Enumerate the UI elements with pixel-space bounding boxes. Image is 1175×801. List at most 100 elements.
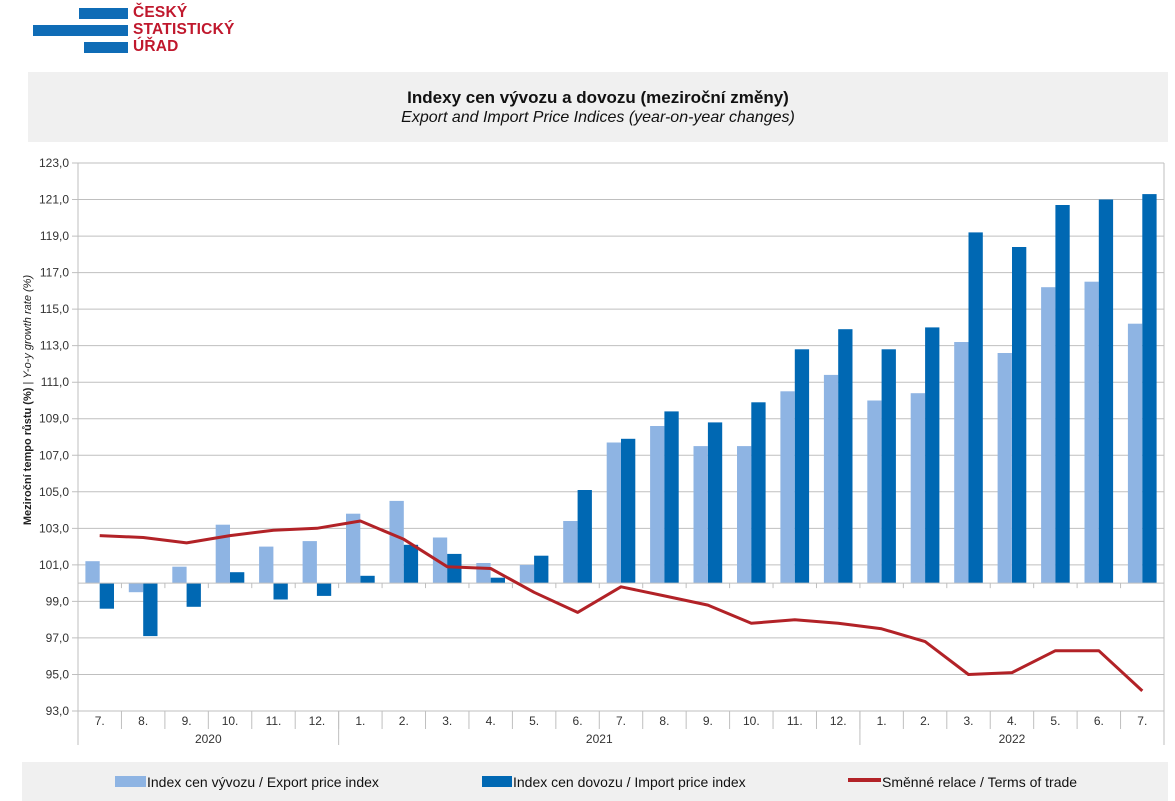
x-tick-label: 3. — [442, 714, 452, 728]
terms-of-trade-line — [99, 519, 1144, 693]
x-tick-label: 8. — [138, 714, 148, 728]
export-bar — [1084, 281, 1099, 584]
x-tick-label: 9. — [703, 714, 713, 728]
export-bar — [606, 442, 621, 584]
import-bar — [316, 583, 332, 596]
y-tick-label: 109,0 — [39, 412, 69, 426]
import-bar — [447, 553, 462, 584]
x-tick-label: 2. — [920, 714, 930, 728]
y-tick-label: 97,0 — [46, 631, 70, 645]
x-tick-label: 5. — [1050, 714, 1060, 728]
export-bar — [693, 446, 708, 584]
x-tick-label: 8. — [659, 714, 669, 728]
chart-title-en: Export and Import Price Indices (year-on… — [401, 109, 795, 126]
export-bar — [389, 500, 404, 584]
import-bar — [99, 583, 114, 609]
y-tick-label: 99,0 — [46, 594, 70, 608]
chart-title-box: Indexy cen vývozu a dovozu (meziroční zm… — [28, 72, 1168, 142]
export-bar — [823, 374, 839, 584]
y-tick-label: 121,0 — [39, 193, 69, 207]
import-bar — [707, 422, 723, 584]
import-bar — [1142, 194, 1157, 584]
legend-item-export: Index cen vývozu / Export price index — [115, 774, 379, 790]
export-bar — [650, 426, 665, 584]
import-bar — [664, 411, 679, 584]
legend-label-export: Index cen vývozu / Export price index — [147, 774, 379, 790]
legend-item-tot: Směnné relace / Terms of trade — [848, 774, 1077, 790]
x-tick-label: 11. — [266, 714, 282, 728]
x-tick-label: 1. — [877, 714, 887, 728]
axes — [77, 162, 1165, 745]
import-bar — [186, 583, 201, 607]
y-tick-label: 105,0 — [39, 485, 69, 499]
import-bar — [1055, 205, 1070, 584]
csu-logo: ČESKÝ STATISTICKÝ ÚŘAD — [0, 0, 300, 62]
legend-label-import: Index cen dovozu / Import price index — [513, 774, 746, 790]
import-bar — [403, 544, 419, 584]
logo-line-3: ÚŘAD — [133, 38, 179, 55]
legend-swatch-export — [115, 775, 146, 787]
x-tick-label: 10. — [222, 714, 239, 728]
export-bar — [85, 561, 100, 584]
export-bar — [737, 446, 752, 584]
x-tick-label: 7. — [616, 714, 626, 728]
legend-swatch-tot — [848, 778, 881, 783]
legend-label-tot: Směnné relace / Terms of trade — [882, 774, 1078, 790]
import-bar — [143, 583, 158, 637]
export-bar — [346, 513, 361, 584]
import-bar — [751, 402, 766, 584]
chart-title-cs: Indexy cen vývozu a dovozu (meziroční zm… — [407, 88, 789, 107]
import-bar — [968, 232, 983, 584]
x-tick-label: 7. — [1137, 714, 1147, 728]
export-bar — [519, 564, 535, 584]
x-tick-label: 9. — [182, 714, 192, 728]
import-bar — [360, 575, 375, 584]
year-label: 2022 — [999, 732, 1026, 746]
logo-text: ČESKÝ STATISTICKÝ ÚŘAD — [133, 4, 235, 55]
x-tick-label: 1. — [355, 714, 365, 728]
logo-line-1: ČESKÝ — [133, 4, 188, 21]
x-tick-label: 6. — [573, 714, 583, 728]
y-tick-label: 113,0 — [40, 339, 69, 353]
y-tick-label: 117,0 — [40, 266, 69, 280]
x-tick-label: 2. — [399, 714, 409, 728]
export-bar — [432, 537, 448, 584]
legend: Index cen vývozu / Export price index In… — [22, 762, 1168, 801]
export-bar — [259, 546, 274, 584]
export-bar — [867, 400, 882, 584]
export-bar — [997, 353, 1012, 584]
import-bar — [230, 572, 245, 584]
x-axis-labels: 7. 8. 9. 10. 11. 12. 1. 2. 3. 4. 5. 6. 7. 8. 9. 10. 11. 1… — [95, 714, 1148, 746]
import-bar — [881, 349, 896, 584]
import-bar — [490, 577, 505, 584]
export-bar — [563, 521, 578, 584]
x-tick-label: 3. — [964, 714, 974, 728]
legend-item-import: Index cen dovozu / Import price index — [482, 774, 746, 790]
import-bar — [838, 329, 853, 584]
logo-bar-top — [79, 8, 128, 19]
chart-svg: 93,0 95,0 97,0 99,0 101,0 103,0 105,0 107,0 109,… — [39, 156, 1165, 746]
export-bar — [128, 583, 144, 593]
x-tick-label: 6. — [1094, 714, 1104, 728]
import-bar — [1098, 199, 1114, 584]
x-tick-label: 5. — [529, 714, 539, 728]
y-tick-label: 111,0 — [41, 375, 70, 389]
year-label: 2020 — [195, 732, 222, 746]
year-label: 2021 — [586, 732, 613, 746]
export-bar — [172, 566, 187, 584]
export-bar — [215, 524, 230, 584]
export-bar — [910, 393, 925, 584]
export-bar — [476, 563, 491, 584]
import-bar — [621, 438, 636, 584]
y-tick-label: 101,0 — [39, 558, 69, 572]
logo-bar-bottom — [84, 42, 128, 53]
x-tick-label: 7. — [95, 714, 105, 728]
import-bar — [1012, 247, 1027, 584]
terms-of-trade-line-group — [99, 519, 1144, 693]
y-tick-label: 123,0 — [39, 156, 69, 170]
import-bar — [273, 583, 288, 600]
export-bar — [302, 541, 317, 584]
import-bar — [925, 327, 940, 584]
bars — [85, 194, 1157, 637]
export-bar — [780, 391, 795, 584]
